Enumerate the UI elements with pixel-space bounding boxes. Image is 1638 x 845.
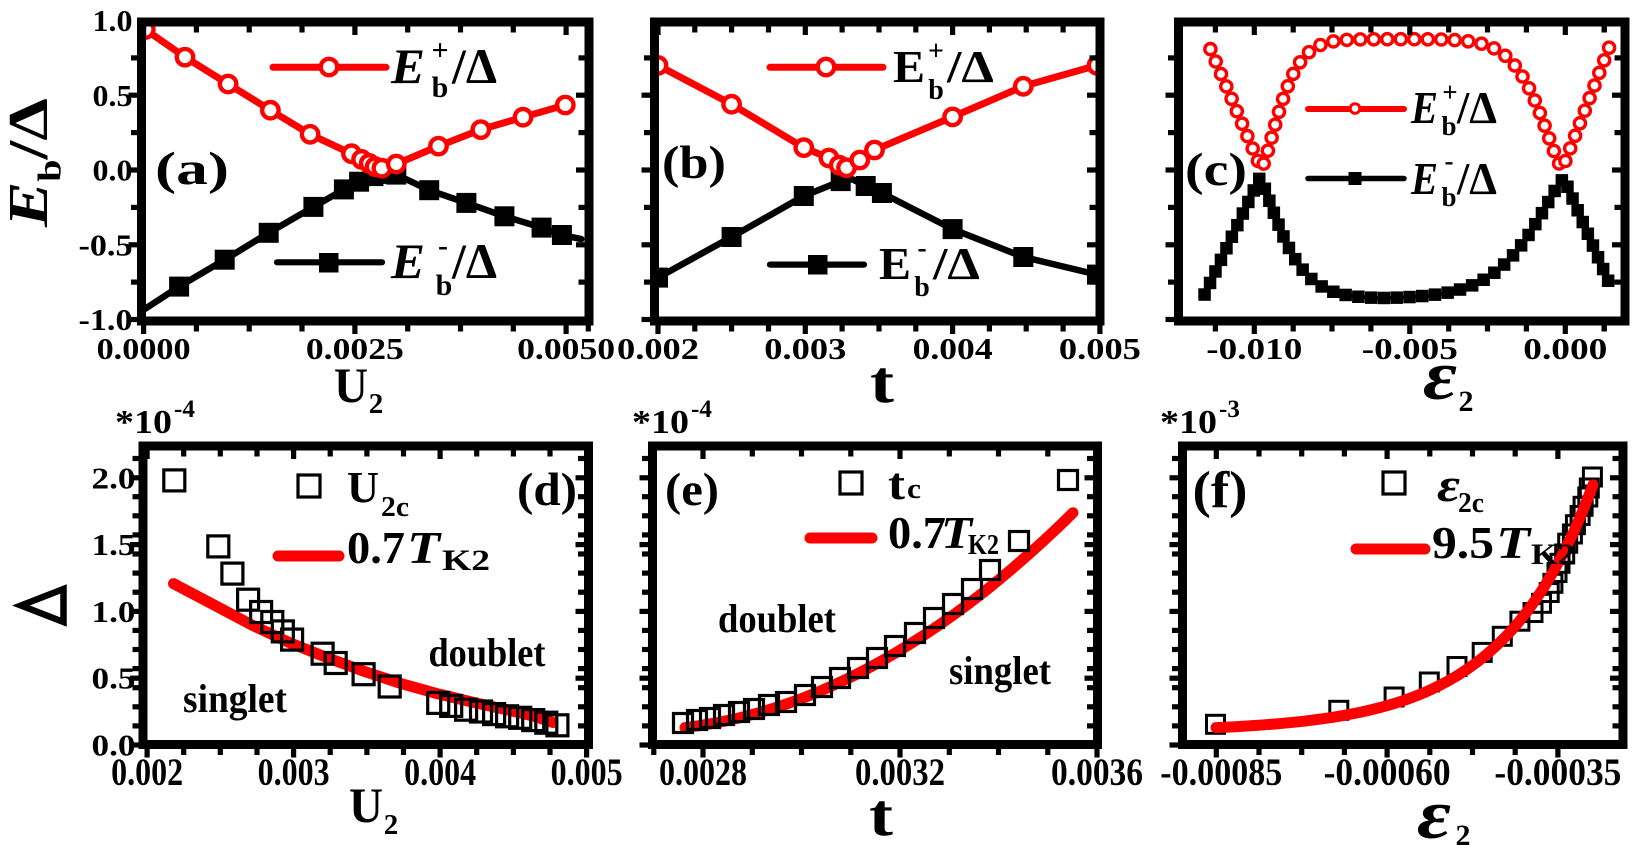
svg-text:E: E bbox=[390, 38, 425, 94]
svg-text:K2: K2 bbox=[1531, 538, 1575, 571]
svg-text:*10: *10 bbox=[1160, 404, 1217, 441]
svg-text:c: c bbox=[907, 474, 921, 505]
svg-text:0.0036: 0.0036 bbox=[1051, 751, 1143, 794]
svg-text:b: b bbox=[436, 269, 453, 302]
svg-text:-4: -4 bbox=[691, 396, 712, 423]
svg-text:b: b bbox=[914, 272, 930, 303]
svg-text:0.004: 0.004 bbox=[913, 331, 993, 366]
svg-text:b: b bbox=[432, 71, 449, 104]
svg-text:t: t bbox=[870, 349, 894, 415]
svg-text:E: E bbox=[1410, 153, 1438, 204]
svg-text:(d): (d) bbox=[517, 464, 577, 516]
svg-text:-0.010: -0.010 bbox=[1206, 331, 1302, 366]
svg-text:0.002: 0.002 bbox=[111, 751, 183, 794]
svg-text:*10: *10 bbox=[115, 404, 172, 441]
svg-text:0.7: 0.7 bbox=[888, 507, 946, 558]
svg-text:E: E bbox=[893, 41, 925, 92]
svg-text:-1.0: -1.0 bbox=[79, 302, 133, 337]
svg-text:0.0: 0.0 bbox=[92, 728, 136, 763]
svg-text:doublet: doublet bbox=[718, 596, 837, 641]
svg-text:1.0: 1.0 bbox=[92, 594, 136, 629]
svg-text:K2: K2 bbox=[968, 530, 999, 561]
svg-text:0.0025: 0.0025 bbox=[306, 331, 404, 366]
svg-text:singlet: singlet bbox=[183, 676, 288, 721]
svg-text:-: - bbox=[917, 233, 926, 264]
svg-text:+: + bbox=[928, 36, 944, 67]
svg-text:-0.00035: -0.00035 bbox=[1494, 751, 1621, 794]
svg-text:-3: -3 bbox=[1219, 396, 1240, 423]
svg-text:0.0000: 0.0000 bbox=[97, 331, 191, 366]
svg-text:t: t bbox=[888, 458, 906, 509]
svg-text:0.0: 0.0 bbox=[93, 153, 133, 188]
svg-text:K2: K2 bbox=[442, 544, 490, 577]
svg-text:singlet: singlet bbox=[949, 648, 1052, 693]
svg-text:-4: -4 bbox=[174, 396, 195, 423]
svg-text:t: t bbox=[869, 782, 893, 845]
svg-text:2: 2 bbox=[1459, 385, 1474, 418]
svg-text:E: E bbox=[390, 233, 425, 289]
svg-text:/Δ: /Δ bbox=[932, 238, 980, 289]
svg-text:doublet: doublet bbox=[429, 630, 547, 675]
svg-text:0.0028: 0.0028 bbox=[659, 751, 747, 794]
svg-text:0.0032: 0.0032 bbox=[855, 751, 945, 794]
svg-text:0.7: 0.7 bbox=[347, 522, 405, 573]
svg-text:0.5: 0.5 bbox=[93, 78, 133, 113]
svg-text:-0.005: -0.005 bbox=[1362, 331, 1458, 366]
svg-text:b: b bbox=[1441, 111, 1456, 141]
svg-text:0.005: 0.005 bbox=[1059, 331, 1141, 366]
svg-text:2: 2 bbox=[369, 388, 384, 420]
svg-text:b: b bbox=[928, 75, 944, 106]
svg-text:0.002: 0.002 bbox=[617, 331, 699, 366]
svg-text:/Δ: /Δ bbox=[1456, 82, 1497, 133]
svg-text:U: U bbox=[334, 357, 368, 413]
svg-text:0.000: 0.000 bbox=[1523, 331, 1607, 366]
svg-text:-0.5: -0.5 bbox=[79, 227, 133, 262]
svg-text:E: E bbox=[879, 238, 911, 289]
svg-text:-0.00060: -0.00060 bbox=[1324, 751, 1451, 794]
svg-text:1.0: 1.0 bbox=[93, 3, 133, 38]
svg-text:(f): (f) bbox=[1193, 462, 1248, 519]
svg-text:T: T bbox=[941, 507, 974, 558]
svg-text:*10: *10 bbox=[632, 404, 689, 441]
svg-text:/Δ: /Δ bbox=[451, 38, 497, 94]
svg-text:+: + bbox=[1442, 77, 1457, 107]
svg-text:-0.00085: -0.00085 bbox=[1160, 751, 1282, 794]
svg-text:-: - bbox=[1445, 146, 1454, 176]
svg-text:1.5: 1.5 bbox=[92, 527, 136, 562]
svg-text:2c: 2c bbox=[1458, 488, 1484, 519]
svg-text:b: b bbox=[1441, 182, 1456, 212]
svg-text:0.003: 0.003 bbox=[764, 331, 846, 366]
svg-text:T: T bbox=[407, 522, 442, 573]
svg-text:9.5: 9.5 bbox=[1432, 517, 1494, 568]
svg-text:2: 2 bbox=[384, 809, 399, 841]
svg-text:0.5: 0.5 bbox=[92, 661, 136, 696]
svg-text:E: E bbox=[1410, 82, 1438, 133]
svg-text:U: U bbox=[347, 463, 379, 512]
svg-text:0.004: 0.004 bbox=[404, 751, 476, 794]
svg-text:(a): (a) bbox=[155, 143, 229, 195]
svg-text:(c): (c) bbox=[1185, 144, 1247, 196]
svg-text:0.005: 0.005 bbox=[551, 751, 623, 794]
svg-text:+: + bbox=[431, 34, 448, 67]
svg-text:-: - bbox=[438, 229, 448, 262]
svg-text:0.0050: 0.0050 bbox=[517, 331, 615, 366]
svg-text:2.0: 2.0 bbox=[92, 460, 136, 495]
svg-text:0.003: 0.003 bbox=[258, 751, 330, 794]
svg-text:Eb/Δ: Eb/Δ bbox=[0, 98, 69, 228]
svg-text:/Δ: /Δ bbox=[946, 41, 994, 92]
svg-text:ε: ε bbox=[1417, 777, 1451, 845]
svg-text:/Δ: /Δ bbox=[451, 233, 497, 289]
svg-text:U: U bbox=[349, 777, 383, 833]
svg-text:ε: ε bbox=[1423, 338, 1457, 415]
svg-text:ε: ε bbox=[1437, 459, 1460, 512]
svg-text:T: T bbox=[1496, 517, 1532, 568]
svg-text:/Δ: /Δ bbox=[1456, 153, 1497, 204]
svg-text:(e): (e) bbox=[665, 464, 719, 516]
svg-text:(b): (b) bbox=[662, 137, 726, 189]
svg-text:2: 2 bbox=[1456, 819, 1471, 845]
svg-text:2c: 2c bbox=[381, 492, 409, 523]
